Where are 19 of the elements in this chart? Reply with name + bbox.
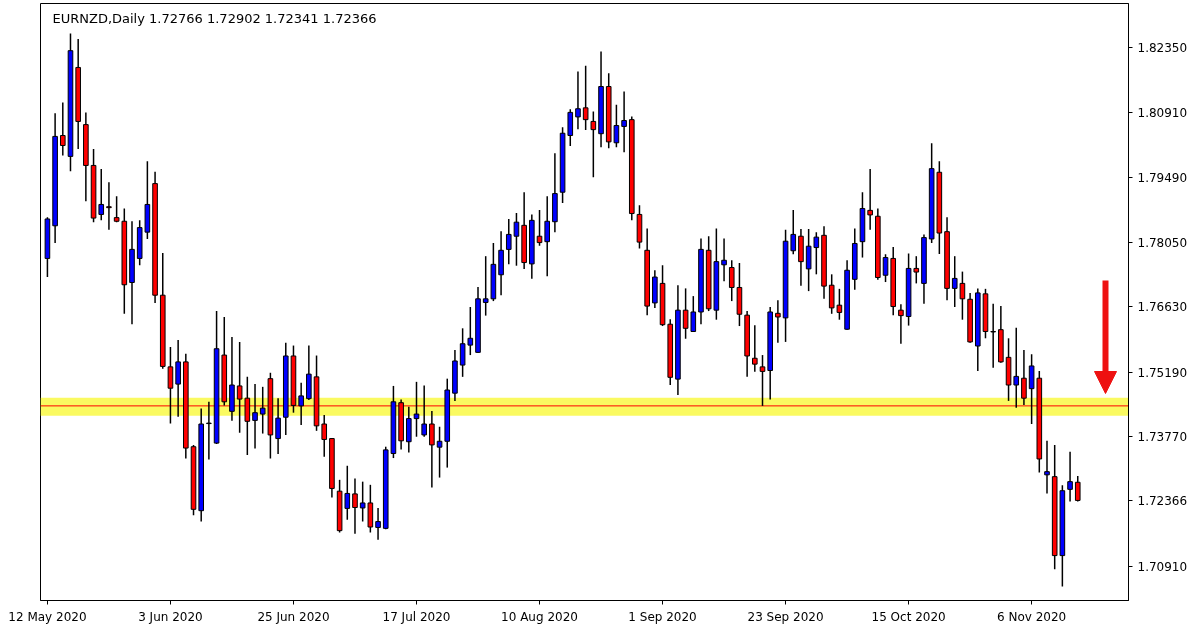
y-tick-label: 1.80910 <box>1137 106 1188 121</box>
x-tick-label: 1 Sep 2020 <box>628 609 697 624</box>
x-tick-label: 6 Nov 2020 <box>997 609 1067 624</box>
x-tick-label: 25 Jun 2020 <box>257 609 330 624</box>
y-tick-label: 1.73770 <box>1137 430 1188 445</box>
y-tick-label: 1.70910 <box>1137 559 1188 574</box>
y-tick-label: 1.76630 <box>1137 300 1188 315</box>
y-tick-label: 1.72366 <box>1137 493 1188 508</box>
y-tick-label: 1.79490 <box>1137 170 1188 185</box>
x-tick-label: 17 Jul 2020 <box>382 609 451 624</box>
x-tick-label: 23 Sep 2020 <box>747 609 824 624</box>
y-tick-label: 1.78050 <box>1137 236 1188 251</box>
y-tick-label: 1.75190 <box>1137 365 1188 380</box>
y-tick-label: 1.82350 <box>1137 41 1188 55</box>
x-tick-label: 10 Aug 2020 <box>501 609 578 624</box>
x-tick-label: 15 Oct 2020 <box>871 609 946 624</box>
text: EURNZD,Daily 1.72766 1.72902 1.72341 1.72366 <box>52 10 377 26</box>
x-tick-label: 12 May 2020 <box>8 609 87 624</box>
x-tick-label: 3 Jun 2020 <box>138 609 203 624</box>
